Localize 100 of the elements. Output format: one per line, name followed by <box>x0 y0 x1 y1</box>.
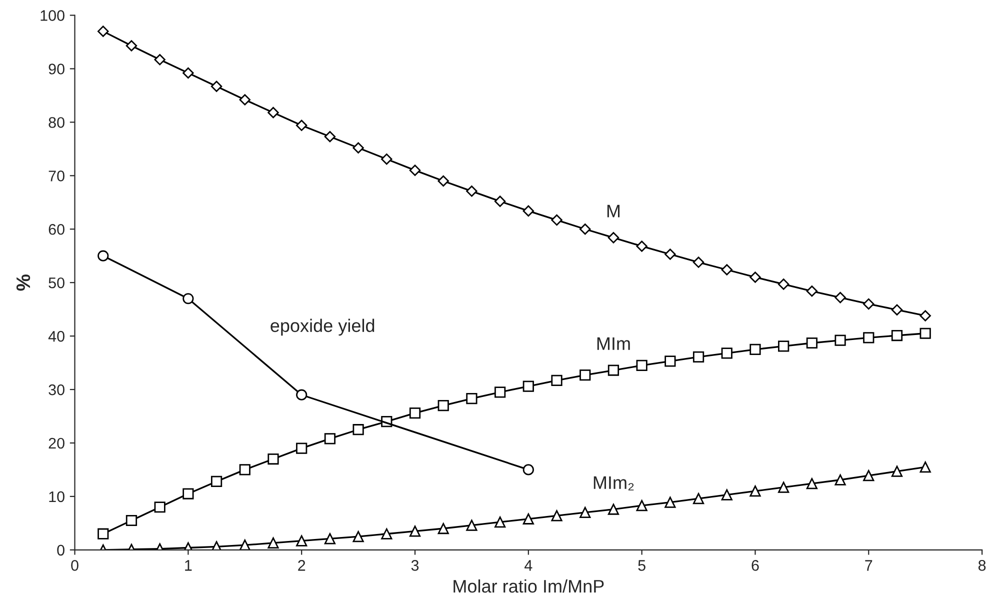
point <box>750 272 761 283</box>
point <box>324 131 336 142</box>
point <box>920 461 931 473</box>
point <box>466 186 478 197</box>
point <box>778 278 790 290</box>
point <box>580 370 591 381</box>
point <box>692 493 704 504</box>
point <box>494 196 506 207</box>
x-tick-label: 7 <box>865 560 872 571</box>
point <box>778 482 790 493</box>
point <box>182 67 194 79</box>
point <box>522 380 534 392</box>
point <box>98 528 109 540</box>
point <box>636 360 648 372</box>
point <box>239 94 250 106</box>
point <box>608 364 620 376</box>
point <box>863 332 874 344</box>
x-tick-label: 5 <box>638 560 646 571</box>
point <box>296 120 308 132</box>
point <box>834 474 846 486</box>
point <box>551 510 562 522</box>
series-label: MIm <box>597 337 630 350</box>
point <box>636 240 648 252</box>
point <box>721 264 732 276</box>
y-tick-label: 80 <box>48 117 64 128</box>
point <box>438 175 449 187</box>
point <box>466 520 478 531</box>
x-tick-label: 6 <box>752 560 759 571</box>
point <box>381 153 392 165</box>
point <box>608 232 620 244</box>
point <box>891 304 903 316</box>
x-tick-label: 3 <box>411 560 419 571</box>
x-tick-label: 2 <box>298 560 306 571</box>
point <box>268 453 279 465</box>
point <box>324 433 336 444</box>
point <box>409 407 421 419</box>
point <box>664 496 676 508</box>
y-tick-label: 70 <box>48 170 64 182</box>
x-tick-label: 4 <box>524 560 532 571</box>
point <box>920 328 931 339</box>
point <box>778 340 790 352</box>
point <box>721 489 732 500</box>
point <box>268 106 279 118</box>
series-label: MIm₂ <box>594 476 634 490</box>
x-axis-title: Molar ratio Im/MnP <box>454 579 604 593</box>
point <box>352 530 364 542</box>
point <box>834 292 846 304</box>
point <box>806 478 818 490</box>
point <box>296 442 308 454</box>
point <box>692 351 704 362</box>
y-tick-label: 40 <box>48 330 64 342</box>
point <box>210 476 222 488</box>
point <box>580 506 591 518</box>
point <box>834 334 846 346</box>
point <box>806 286 818 297</box>
point <box>522 464 534 476</box>
point <box>920 310 931 322</box>
x-tick-label: 1 <box>185 560 192 571</box>
point <box>381 528 392 540</box>
point <box>324 533 336 544</box>
point <box>296 389 308 400</box>
y-tick-label: 50 <box>48 277 64 288</box>
y-axis-title: % <box>16 274 30 291</box>
point <box>409 164 421 176</box>
point <box>551 374 562 386</box>
point <box>664 356 676 367</box>
point <box>438 522 449 534</box>
point <box>863 298 874 310</box>
point <box>154 502 166 513</box>
point <box>891 330 903 342</box>
point <box>352 424 364 436</box>
y-tick-label: 20 <box>48 438 64 449</box>
point <box>692 256 704 268</box>
point <box>636 500 648 512</box>
point <box>608 504 620 515</box>
point <box>182 293 194 304</box>
point <box>182 488 194 500</box>
point <box>126 40 138 52</box>
point <box>494 516 506 528</box>
point <box>580 224 591 235</box>
series-label: M <box>607 204 620 218</box>
point <box>409 526 421 537</box>
y-tick-label: 90 <box>48 64 64 74</box>
point <box>551 214 562 226</box>
point <box>863 470 874 482</box>
y-tick-label: 30 <box>48 384 64 396</box>
point <box>750 344 761 355</box>
point <box>154 54 166 66</box>
point <box>466 393 478 404</box>
point <box>239 464 250 476</box>
y-tick-label: 100 <box>40 10 64 21</box>
point <box>438 400 449 412</box>
x-tick-label: 0 <box>71 560 78 571</box>
point <box>494 386 506 398</box>
point <box>664 248 676 260</box>
point <box>750 486 761 497</box>
point <box>352 142 364 154</box>
point <box>522 513 534 524</box>
y-tick-label: 0 <box>57 544 64 556</box>
point <box>891 466 903 477</box>
